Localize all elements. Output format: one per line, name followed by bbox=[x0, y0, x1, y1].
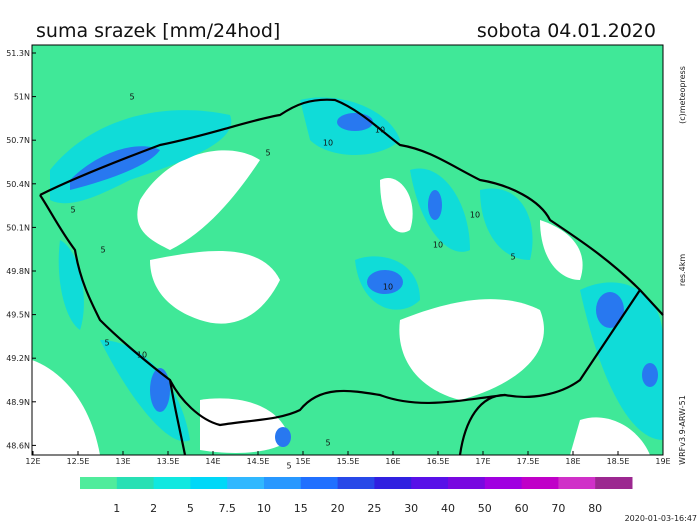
contour-label: 5 bbox=[325, 439, 330, 448]
colorbar-label: 10 bbox=[257, 502, 271, 515]
colorbar-segment bbox=[227, 477, 265, 489]
colorbar-segment bbox=[80, 477, 118, 489]
lon-label: 13E bbox=[115, 457, 130, 466]
timestamp: 2020-01-03-16:47 bbox=[625, 514, 697, 523]
colorbar-segment bbox=[264, 477, 302, 489]
contour-label: 10 bbox=[375, 126, 385, 135]
lat-label: 50.4N bbox=[6, 180, 30, 189]
lon-label: 17E bbox=[475, 457, 490, 466]
colorbar-segment bbox=[411, 477, 449, 489]
colorbar-label: 80 bbox=[588, 502, 602, 515]
side-label: (c)meteopress bbox=[678, 66, 687, 124]
colorbar-segment bbox=[558, 477, 596, 489]
lon-label: 16E bbox=[385, 457, 400, 466]
colorbar-label: 1 bbox=[113, 502, 120, 515]
contour-label: 10 bbox=[433, 241, 443, 250]
lon-label: 18E bbox=[565, 457, 580, 466]
contour-label: 5 bbox=[104, 339, 109, 348]
title: suma srazek [mm/24hod] bbox=[36, 20, 280, 42]
lat-label: 49.5N bbox=[6, 311, 30, 320]
colorbar-label: 60 bbox=[515, 502, 529, 515]
colorbar-label: 7.5 bbox=[218, 502, 236, 515]
contour-label: 5 bbox=[286, 462, 291, 471]
lon-label: 12.5E bbox=[67, 457, 90, 466]
lon-label: 14.5E bbox=[247, 457, 270, 466]
colorbar-label: 20 bbox=[331, 502, 345, 515]
lon-label: 12E bbox=[25, 457, 40, 466]
colorbar-segment bbox=[521, 477, 559, 489]
colorbar-segment bbox=[448, 477, 486, 489]
side-label: WRFv3.9-ARW-51 bbox=[678, 395, 687, 465]
dry-areas bbox=[32, 150, 650, 455]
border bbox=[39, 98, 664, 456]
colorbar-label: 30 bbox=[404, 502, 418, 515]
contour-label: 10 bbox=[470, 211, 480, 220]
lat-label: 48.6N bbox=[6, 441, 30, 450]
contour-label: 10 bbox=[323, 139, 333, 148]
colorbar-label: 70 bbox=[551, 502, 565, 515]
contour-label: 5 bbox=[510, 253, 515, 262]
lon-label: 15E bbox=[295, 457, 310, 466]
lon-label: 15.5E bbox=[337, 457, 360, 466]
contour-label: 5 bbox=[70, 206, 75, 215]
contour-label: 10 bbox=[383, 283, 393, 292]
lon-label: 14E bbox=[205, 457, 220, 466]
lon-label: 13.5E bbox=[157, 457, 180, 466]
lat-label: 51N bbox=[14, 93, 30, 102]
colorbar-label: 2 bbox=[150, 502, 157, 515]
colorbar-segment bbox=[190, 477, 228, 489]
contour-label: 5 bbox=[100, 246, 105, 255]
colorbar-label: 25 bbox=[367, 502, 381, 515]
colorbar-label: 50 bbox=[478, 502, 492, 515]
colorbar-label: 15 bbox=[294, 502, 308, 515]
colorbar-segment bbox=[116, 477, 155, 489]
colorbar-segment bbox=[595, 477, 633, 489]
heavy-areas bbox=[70, 113, 658, 447]
contour-label: 5 bbox=[265, 149, 270, 158]
lat-label: 50.1N bbox=[6, 223, 30, 232]
colorbar-segment bbox=[374, 477, 412, 489]
lat-label: 48.9N bbox=[6, 398, 30, 407]
colorbar-segment bbox=[484, 477, 523, 489]
lat-label: 50.7N bbox=[6, 136, 30, 145]
lon-label: 16.5E bbox=[427, 457, 450, 466]
colorbar-segment bbox=[337, 477, 375, 489]
colorbar-segment bbox=[300, 477, 339, 489]
contour-label: 5 bbox=[129, 93, 134, 102]
colorbar-label: 40 bbox=[441, 502, 455, 515]
date: sobota 04.01.2020 bbox=[477, 20, 656, 42]
lat-label: 51.3N bbox=[6, 49, 30, 58]
lat-label: 49.2N bbox=[6, 354, 30, 363]
colorbar-segment bbox=[153, 477, 191, 489]
side-label: res.4km bbox=[678, 254, 687, 286]
lon-label: 19E bbox=[655, 457, 670, 466]
contour-label: 10 bbox=[137, 351, 147, 360]
lat-label: 49.8N bbox=[6, 267, 30, 276]
lon-label: 17.5E bbox=[517, 457, 540, 466]
lon-label: 18.5E bbox=[607, 457, 630, 466]
colorbar-label: 5 bbox=[187, 502, 194, 515]
map bbox=[31, 44, 664, 456]
